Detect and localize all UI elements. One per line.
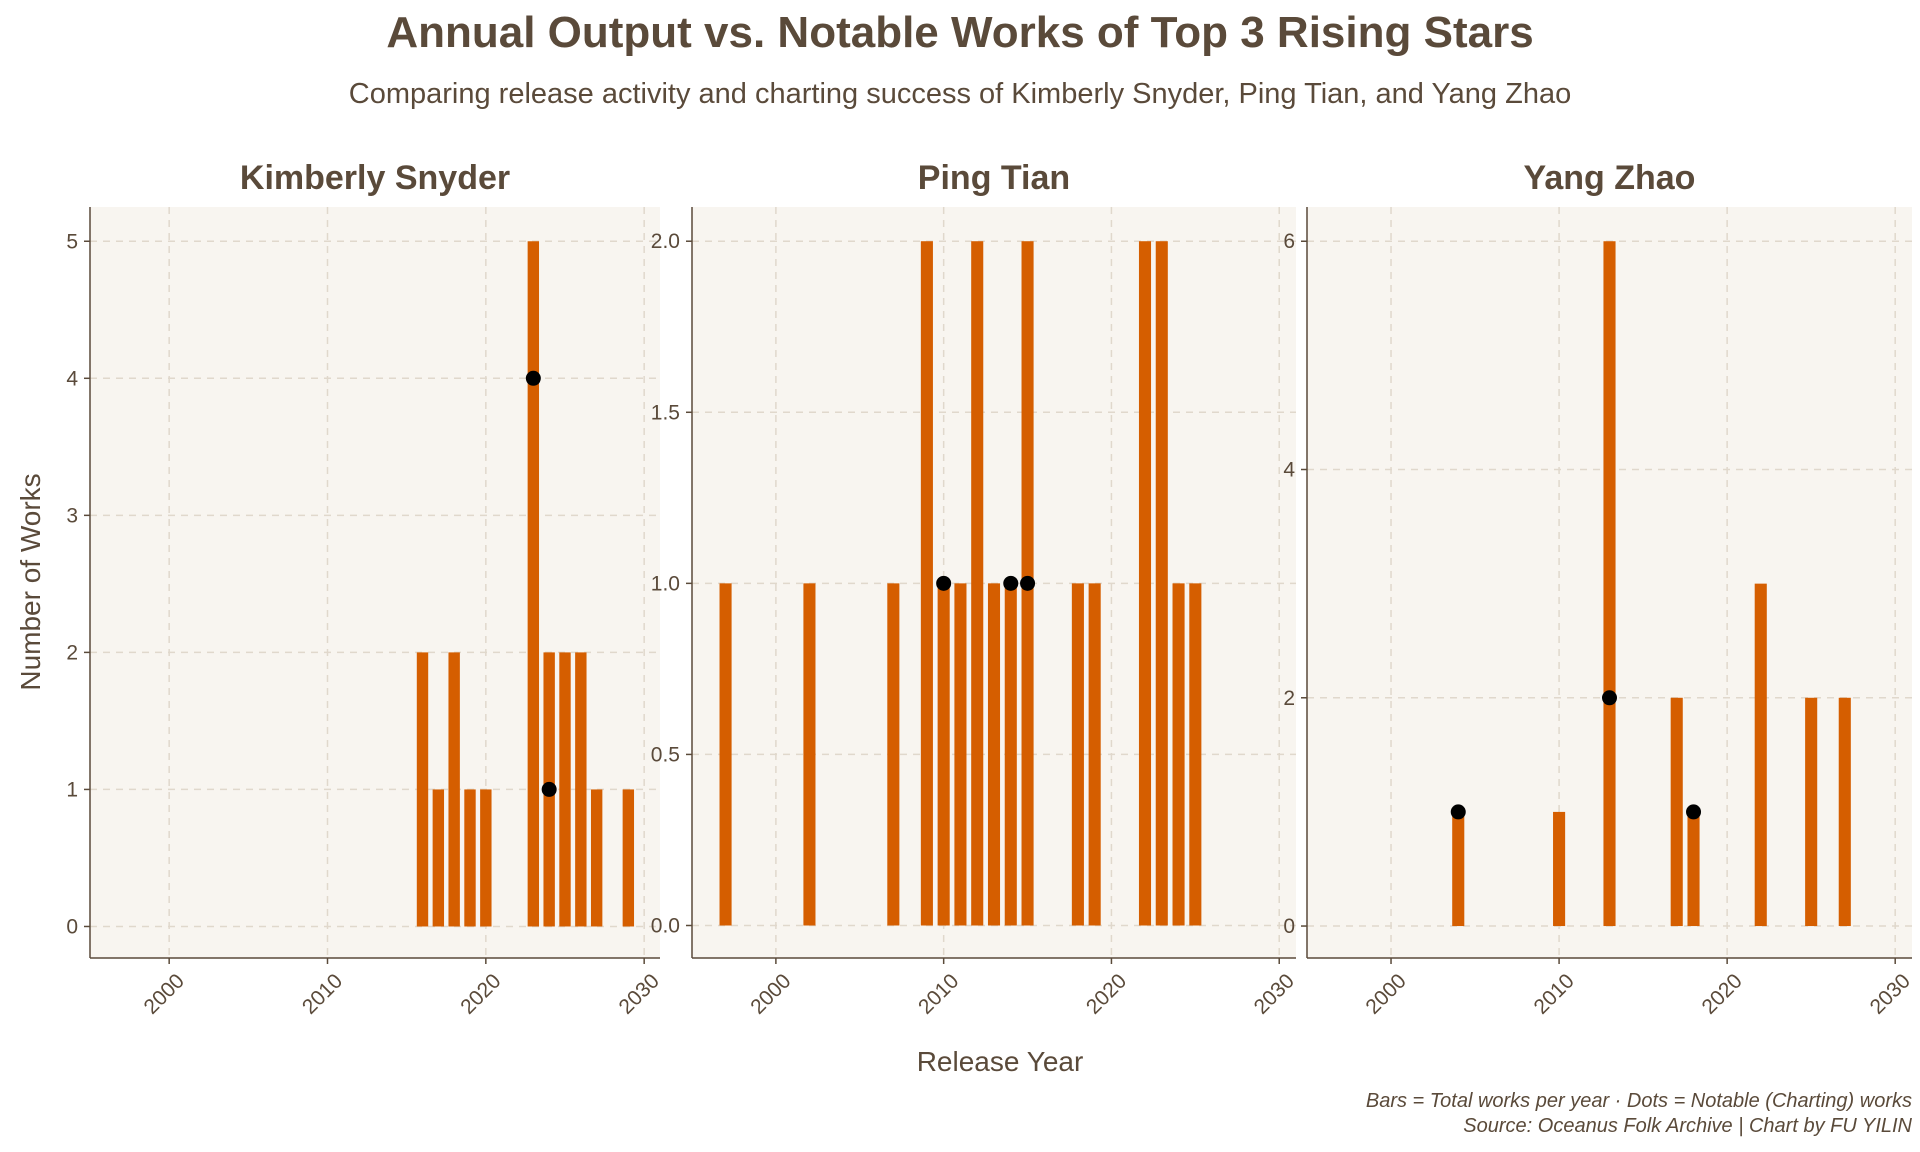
x-tick-label: 2000 xyxy=(746,969,795,1018)
bar-yang-zhao-2010 xyxy=(1553,811,1566,927)
y-tick-label: 1.5 xyxy=(651,401,680,424)
bar-yang-zhao-2004 xyxy=(1452,811,1465,927)
y-tick-label: 1 xyxy=(66,778,78,801)
notable-dot-ping-tian-2015 xyxy=(1020,575,1036,591)
x-axis-title: Release Year xyxy=(917,1046,1084,1077)
bar-kimberly-snyder-2018 xyxy=(448,652,460,927)
bar-yang-zhao-2017 xyxy=(1670,697,1683,927)
y-tick-label: 0 xyxy=(1283,915,1295,938)
bar-kimberly-snyder-2025 xyxy=(559,652,571,927)
bar-kimberly-snyder-2016 xyxy=(416,652,429,927)
bar-ping-tian-2019 xyxy=(1088,583,1101,926)
x-tick-label: 2030 xyxy=(1866,969,1915,1018)
panel-background-kimberly-snyder xyxy=(90,207,660,958)
bar-ping-tian-2007 xyxy=(887,583,900,926)
x-tick-label: 2000 xyxy=(140,969,189,1018)
y-tick-label: 4 xyxy=(1283,459,1295,482)
chart-title: Annual Output vs. Notable Works of Top 3… xyxy=(386,8,1534,57)
notable-dot-kimberly-snyder-2024 xyxy=(541,781,557,797)
bar-ping-tian-2014 xyxy=(1004,583,1017,926)
panel-title-yang-zhao: Yang Zhao xyxy=(1524,159,1696,197)
y-axis-title: Number of Works xyxy=(15,473,46,690)
x-tick-label: 2010 xyxy=(914,969,963,1018)
x-tick-label: 2020 xyxy=(456,969,505,1018)
y-tick-label: 1.0 xyxy=(651,572,680,595)
caption-legend-note: Bars = Total works per year · Dots = Not… xyxy=(1365,1090,1912,1112)
bar-ping-tian-2022 xyxy=(1138,241,1152,926)
notable-dot-ping-tian-2010 xyxy=(936,575,952,591)
bar-ping-tian-2013 xyxy=(987,583,1001,926)
bar-ping-tian-2025 xyxy=(1189,583,1202,926)
bar-yang-zhao-2022 xyxy=(1754,583,1767,927)
y-tick-label: 2 xyxy=(66,641,78,664)
x-tick-label: 2000 xyxy=(1361,969,1410,1018)
bar-yang-zhao-2013 xyxy=(1603,241,1616,927)
bar-ping-tian-2002 xyxy=(803,583,816,926)
notable-dot-yang-zhao-2018 xyxy=(1686,804,1702,820)
x-tick-label: 2030 xyxy=(615,969,664,1018)
y-tick-label: 3 xyxy=(66,504,78,527)
x-tick-label: 2020 xyxy=(1698,969,1747,1018)
x-tick-label: 2010 xyxy=(1530,969,1579,1018)
panel-title-ping-tian: Ping Tian xyxy=(918,159,1070,197)
bar-ping-tian-2023 xyxy=(1155,241,1168,926)
bar-ping-tian-2012 xyxy=(971,241,984,926)
bar-kimberly-snyder-2029 xyxy=(622,789,635,927)
bar-ping-tian-2018 xyxy=(1071,583,1084,926)
y-tick-label: 5 xyxy=(66,230,78,253)
bar-kimberly-snyder-2020 xyxy=(480,789,492,927)
y-tick-label: 0 xyxy=(66,915,78,938)
caption-source: Source: Oceanus Folk Archive | Chart by … xyxy=(1463,1115,1912,1137)
y-tick-label: 4 xyxy=(66,367,78,390)
notable-dot-kimberly-snyder-2023 xyxy=(525,370,541,386)
bar-ping-tian-1997 xyxy=(719,583,732,926)
bar-ping-tian-2024 xyxy=(1172,583,1185,926)
y-tick-label: 2 xyxy=(1283,687,1295,710)
y-tick-label: 0.0 xyxy=(651,914,680,937)
bar-yang-zhao-2018 xyxy=(1687,811,1700,927)
panel-title-kimberly-snyder: Kimberly Snyder xyxy=(240,159,510,197)
bar-yang-zhao-2025 xyxy=(1805,697,1818,927)
notable-dot-yang-zhao-2013 xyxy=(1602,690,1617,706)
x-tick-label: 2030 xyxy=(1250,969,1299,1018)
y-tick-label: 2.0 xyxy=(651,230,680,253)
bar-ping-tian-2011 xyxy=(954,583,967,926)
bar-kimberly-snyder-2017 xyxy=(432,789,445,927)
x-tick-label: 2010 xyxy=(298,969,347,1018)
bar-ping-tian-2010 xyxy=(937,583,950,926)
notable-dot-yang-zhao-2004 xyxy=(1450,804,1466,820)
bar-kimberly-snyder-2027 xyxy=(590,789,603,927)
notable-dot-ping-tian-2014 xyxy=(1003,575,1019,591)
bar-kimberly-snyder-2019 xyxy=(464,789,476,927)
bar-yang-zhao-2027 xyxy=(1838,697,1851,927)
bar-kimberly-snyder-2026 xyxy=(575,652,587,927)
bar-kimberly-snyder-2023 xyxy=(527,241,540,927)
chart-subtitle: Comparing release activity and charting … xyxy=(348,78,1572,110)
x-tick-label: 2020 xyxy=(1082,969,1131,1018)
y-tick-label: 0.5 xyxy=(651,743,680,766)
bar-ping-tian-2009 xyxy=(920,241,933,926)
y-tick-label: 6 xyxy=(1283,230,1295,253)
